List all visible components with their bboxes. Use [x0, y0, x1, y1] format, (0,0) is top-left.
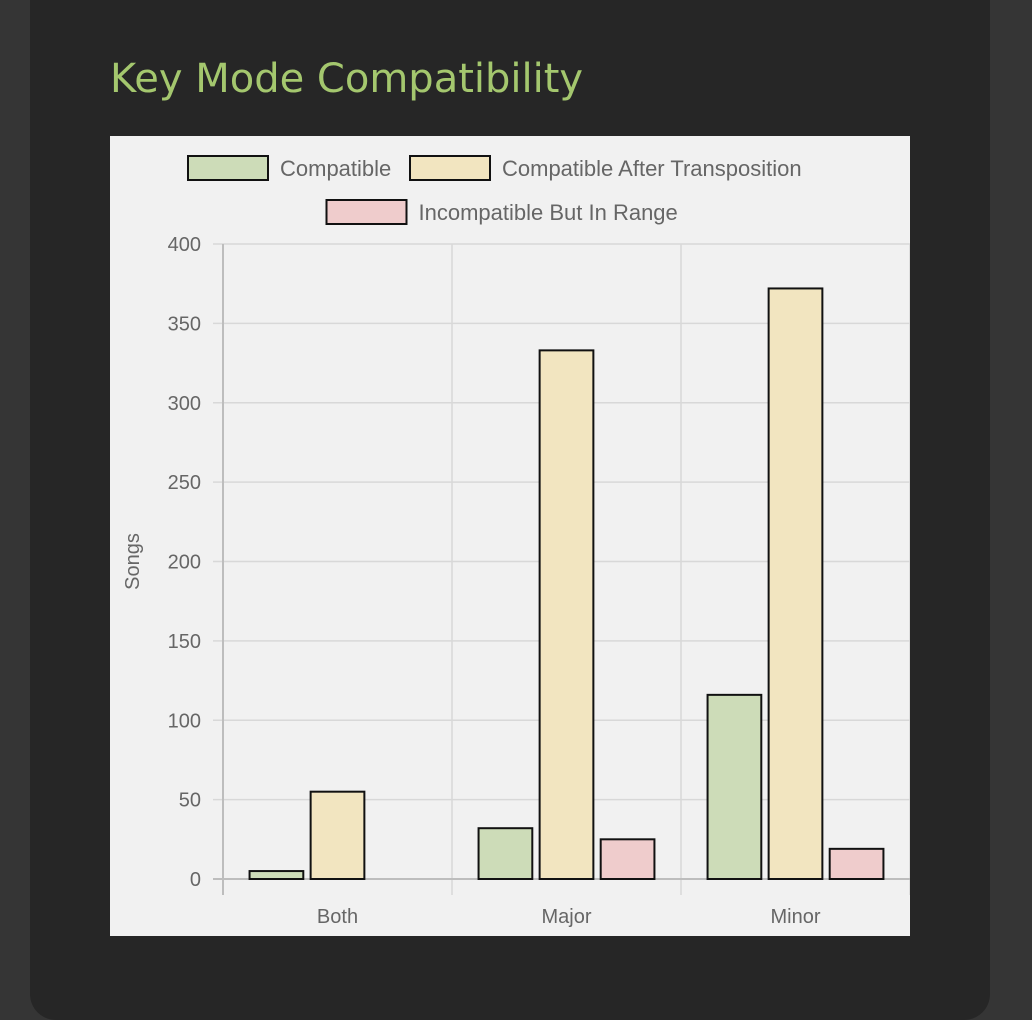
bar	[309, 790, 366, 880]
legend-swatch	[187, 155, 269, 181]
y-tick-label: 150	[168, 631, 201, 653]
y-tick-label: 250	[168, 472, 201, 494]
legend-label: Compatible	[280, 156, 391, 181]
bar-chart: 0 50 100 150 200 250 300 350 400 Both Major Minor So…	[122, 155, 910, 928]
y-tick-label: 50	[179, 790, 201, 812]
bar	[538, 349, 595, 881]
bar	[828, 847, 885, 881]
x-tick-label: Both	[317, 906, 358, 928]
x-tick-label: Minor	[770, 906, 820, 928]
legend: Compatible Compatible After Transposition…	[187, 155, 802, 225]
bar	[248, 870, 305, 880]
legend-swatch	[409, 155, 491, 181]
bars	[248, 287, 885, 881]
legend-label: Incompatible But In Range	[419, 200, 678, 225]
bar	[477, 827, 534, 881]
bar	[767, 287, 824, 880]
y-tick-label: 350	[168, 313, 201, 335]
legend-label: Compatible After Transposition	[502, 156, 802, 181]
bar	[599, 838, 656, 880]
y-axis-title: Songs	[122, 533, 144, 590]
chart-panel: 0 50 100 150 200 250 300 350 400 Both Major Minor So…	[110, 136, 910, 936]
y-tick-label: 300	[168, 393, 201, 415]
legend-swatch	[325, 199, 408, 225]
y-tick-label: 100	[168, 710, 201, 732]
x-tick-label: Major	[541, 906, 591, 928]
y-tick-label: 0	[190, 869, 201, 891]
tick-labels: 0 50 100 150 200 250 300 350 400 Both Major Minor So…	[122, 234, 821, 928]
y-tick-label: 400	[168, 234, 201, 256]
page-title: Key Mode Compatibility	[110, 56, 584, 102]
y-tick-label: 200	[168, 552, 201, 574]
bar	[706, 693, 763, 880]
